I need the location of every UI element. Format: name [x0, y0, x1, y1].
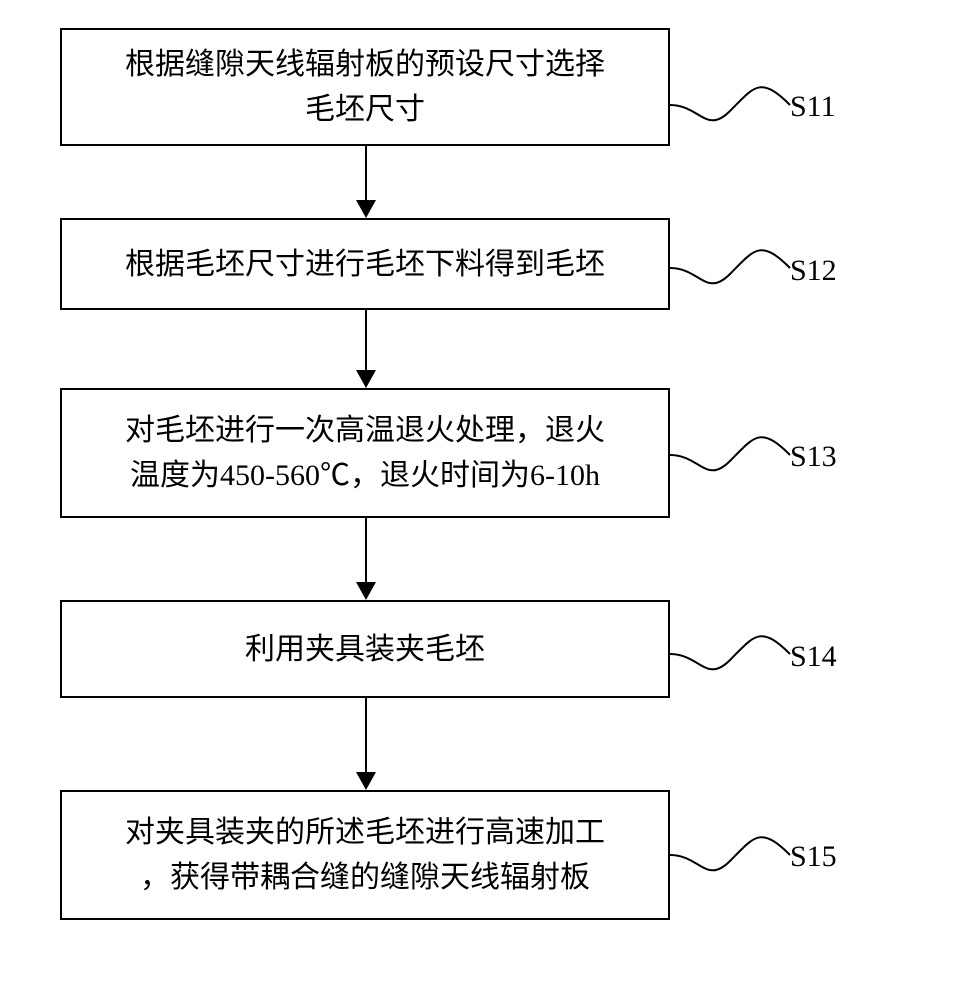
- flowchart-canvas: 根据缝隙天线辐射板的预设尺寸选择 毛坯尺寸 S11 根据毛坯尺寸进行毛坯下料得到毛坯…: [0, 0, 957, 1000]
- flow-arrow-shaft: [365, 518, 367, 582]
- flow-step-label: S15: [790, 840, 837, 874]
- label-connector: [670, 815, 790, 895]
- flow-arrow-shaft: [365, 310, 367, 370]
- flow-arrow-head: [356, 370, 376, 388]
- flow-arrow-head: [356, 772, 376, 790]
- flow-step-text: 对毛坯进行一次高温退火处理，退火 温度为450-560℃，退火时间为6-10h: [125, 408, 605, 498]
- flow-step-label: S11: [790, 90, 836, 124]
- label-connector: [670, 65, 790, 145]
- flow-step-text: 对夹具装夹的所述毛坯进行高速加工 ，获得带耦合缝的缝隙天线辐射板: [125, 810, 605, 900]
- flow-arrow-shaft: [365, 146, 367, 200]
- flow-step-s13: 对毛坯进行一次高温退火处理，退火 温度为450-560℃，退火时间为6-10h: [60, 388, 670, 518]
- flow-step-text: 根据缝隙天线辐射板的预设尺寸选择 毛坯尺寸: [125, 42, 605, 132]
- flow-step-label: S14: [790, 640, 837, 674]
- flow-step-s12: 根据毛坯尺寸进行毛坯下料得到毛坯: [60, 218, 670, 310]
- flow-step-s14: 利用夹具装夹毛坯: [60, 600, 670, 698]
- flow-arrow-head: [356, 200, 376, 218]
- label-connector: [670, 228, 790, 308]
- flow-step-label: S12: [790, 254, 837, 288]
- flow-step-label: S13: [790, 440, 837, 474]
- label-connector: [670, 415, 790, 495]
- flow-arrow-head: [356, 582, 376, 600]
- flow-step-s15: 对夹具装夹的所述毛坯进行高速加工 ，获得带耦合缝的缝隙天线辐射板: [60, 790, 670, 920]
- label-connector: [670, 614, 790, 694]
- flow-step-s11: 根据缝隙天线辐射板的预设尺寸选择 毛坯尺寸: [60, 28, 670, 146]
- flow-step-text: 利用夹具装夹毛坯: [245, 627, 485, 672]
- flow-arrow-shaft: [365, 698, 367, 772]
- flow-step-text: 根据毛坯尺寸进行毛坯下料得到毛坯: [125, 242, 605, 287]
